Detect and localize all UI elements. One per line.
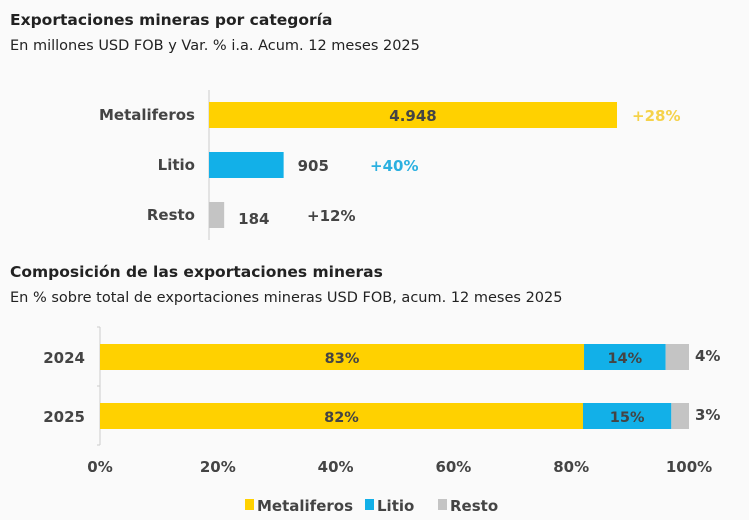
variation-label: +28% bbox=[632, 107, 680, 125]
x-tick-label: 40% bbox=[318, 458, 354, 476]
x-tick-label: 80% bbox=[553, 458, 589, 476]
bar-metaliferos bbox=[209, 102, 617, 128]
chart2-subtitle: En % sobre total de exportaciones minera… bbox=[10, 290, 563, 306]
value-label: 184 bbox=[238, 210, 269, 228]
legend-label: Litio bbox=[377, 497, 414, 515]
category-label: Resto bbox=[147, 206, 195, 224]
chart2-title: Composición de las exportaciones mineras bbox=[10, 263, 383, 281]
variation-label: +12% bbox=[307, 207, 355, 225]
category-label: Litio bbox=[158, 156, 195, 174]
bar-resto bbox=[209, 202, 225, 228]
chart1-subtitle: En millones USD FOB y Var. % i.a. Acum. … bbox=[10, 38, 420, 54]
variation-label: +40% bbox=[370, 157, 418, 175]
category-label: Metaliferos bbox=[99, 106, 195, 124]
bar-litio bbox=[209, 152, 284, 178]
chart1-title: Exportaciones mineras por categoría bbox=[10, 11, 333, 29]
category-label: 2024 bbox=[43, 349, 85, 367]
segment-label: 83% bbox=[325, 351, 360, 367]
legend-swatch-resto bbox=[438, 499, 447, 510]
segment-resto bbox=[671, 403, 689, 429]
segment-metaliferos bbox=[100, 403, 583, 429]
x-tick-label: 60% bbox=[435, 458, 471, 476]
segment-label: 82% bbox=[324, 410, 359, 426]
value-label: 905 bbox=[298, 157, 329, 175]
legend-label: Resto bbox=[450, 497, 498, 515]
x-tick-label: 0% bbox=[87, 458, 112, 476]
segment-resto bbox=[665, 344, 689, 370]
value-label: 4.948 bbox=[389, 107, 436, 125]
segment-label: 14% bbox=[607, 351, 642, 367]
segment-label: 3% bbox=[695, 406, 720, 424]
segment-litio bbox=[582, 403, 672, 429]
category-label: 2025 bbox=[43, 408, 85, 426]
segment-label: 15% bbox=[610, 410, 645, 426]
legend-label: Metaliferos bbox=[257, 497, 353, 515]
segment-litio bbox=[584, 344, 666, 370]
x-tick-label: 100% bbox=[666, 458, 712, 476]
legend-swatch-metaliferos bbox=[245, 499, 254, 510]
x-tick-label: 20% bbox=[200, 458, 236, 476]
segment-label: 4% bbox=[695, 347, 720, 365]
legend-swatch-litio bbox=[365, 499, 374, 510]
segment-metaliferos bbox=[100, 344, 585, 370]
